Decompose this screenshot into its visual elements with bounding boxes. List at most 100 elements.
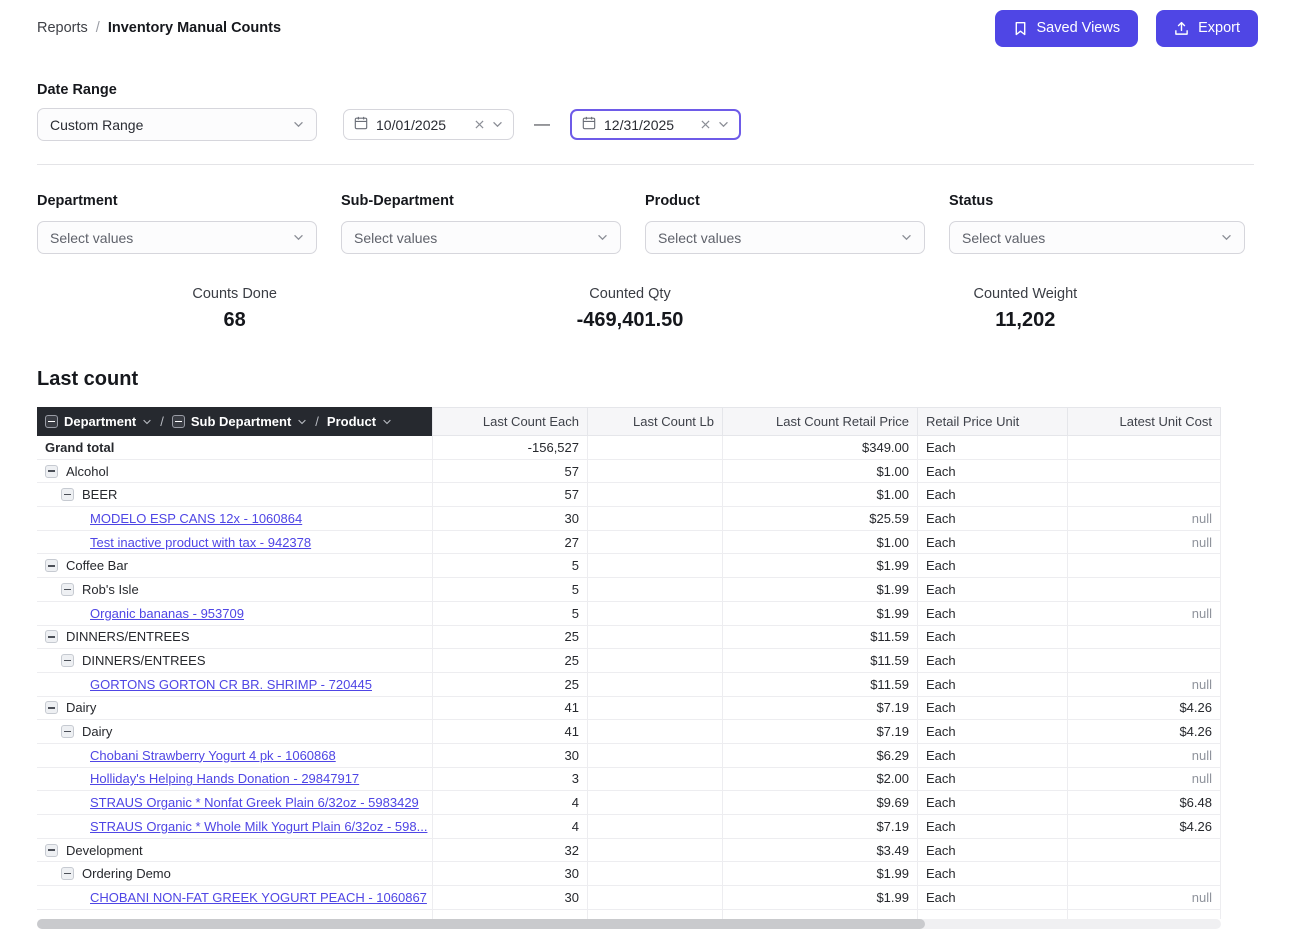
- calendar-icon: [354, 116, 368, 133]
- chevron-down-icon[interactable]: [382, 419, 392, 425]
- cell-cost: $4.26: [1067, 720, 1221, 744]
- table-body: Grand total -156,527 $349.00 Each Alcohol 57 $…: [37, 436, 1221, 910]
- chevron-down-icon: [1221, 234, 1232, 241]
- cell-retail: $11.59: [722, 649, 917, 673]
- cell-cost: null: [1067, 672, 1221, 697]
- cell-unit: Each: [917, 601, 1067, 626]
- product-link[interactable]: CHOBANI NON-FAT GREEK YOGURT PEACH - 106…: [90, 889, 427, 905]
- product-link[interactable]: STRAUS Organic * Whole Milk Yogurt Plain…: [90, 818, 428, 834]
- product-link[interactable]: Test inactive product with tax - 942378: [90, 534, 312, 550]
- cell-lb: [587, 672, 722, 697]
- cell-unit: Each: [917, 625, 1067, 650]
- collapse-row-icon[interactable]: [61, 725, 74, 739]
- status-select[interactable]: Select values: [949, 221, 1245, 254]
- group-cell: Dairy: [37, 697, 432, 721]
- table-row: Rob's Isle 5 $1.99 Each: [37, 578, 1221, 602]
- product-link[interactable]: MODELO ESP CANS 12x - 1060864: [90, 510, 303, 526]
- cell-lb: [587, 743, 722, 768]
- cell-retail: $3.49: [722, 838, 917, 863]
- cell-lb: [587, 436, 722, 460]
- table-row: Holliday's Helping Hands Donation - 2984…: [37, 767, 1221, 792]
- end-date-input[interactable]: 12/31/2025: [570, 109, 741, 140]
- department-header-label[interactable]: Department: [64, 414, 137, 429]
- product-link[interactable]: STRAUS Organic * Nonfat Greek Plain 6/32…: [90, 795, 419, 811]
- table-row: BEER 57 $1.00 Each: [37, 483, 1221, 508]
- table-row: Test inactive product with tax - 942378 2…: [37, 530, 1221, 555]
- cell-each: 25: [432, 625, 587, 650]
- product-link[interactable]: Chobani Strawberry Yogurt 4 pk - 1060868: [90, 747, 336, 763]
- cell-each: 25: [432, 672, 587, 697]
- chevron-down-icon[interactable]: [142, 419, 152, 425]
- group-cell: Alcohol: [37, 460, 432, 484]
- export-label: Export: [1198, 20, 1240, 36]
- product-link[interactable]: Holliday's Helping Hands Donation - 2984…: [90, 771, 360, 787]
- cell-each: 57: [432, 459, 587, 484]
- product-link[interactable]: Organic bananas - 953709: [90, 605, 244, 621]
- cell-retail: $1.99: [722, 862, 917, 887]
- cell-retail: $7.19: [722, 696, 917, 721]
- header-separator: /: [315, 414, 319, 429]
- collapse-row-icon[interactable]: [45, 559, 58, 573]
- collapse-row-icon[interactable]: [45, 843, 58, 857]
- table-header: Department / Sub Department / Product La…: [37, 407, 1221, 436]
- cell-unit: Each: [917, 791, 1067, 815]
- cell-cost: null: [1067, 886, 1221, 910]
- collapse-row-icon[interactable]: [61, 867, 74, 881]
- row-label: DINNERS/ENTREES: [82, 653, 206, 669]
- cell-unit: Each: [917, 672, 1067, 697]
- date-range-type-select[interactable]: Custom Range: [37, 108, 317, 141]
- sub-department-select[interactable]: Select values: [341, 221, 621, 254]
- chevron-down-icon[interactable]: [492, 121, 503, 128]
- collapse-row-icon[interactable]: [45, 701, 58, 715]
- chevron-down-icon[interactable]: [718, 121, 729, 128]
- cell-each: 5: [432, 554, 587, 579]
- saved-views-button[interactable]: Saved Views: [994, 9, 1139, 47]
- cell-each: 3: [432, 767, 587, 792]
- start-date-input[interactable]: 10/01/2025: [343, 109, 514, 140]
- cell-cost: [1067, 649, 1221, 673]
- cell-each: 27: [432, 530, 587, 555]
- column-header-last-count-lb[interactable]: Last Count Lb: [587, 407, 722, 436]
- product-header-label[interactable]: Product: [326, 414, 377, 429]
- cell-lb: [587, 815, 722, 839]
- column-header-last-count-each[interactable]: Last Count Each: [432, 407, 587, 436]
- table-row: Dairy 41 $7.19 Each $4.26: [37, 720, 1221, 744]
- product-cell: MODELO ESP CANS 12x - 1060864: [37, 507, 432, 531]
- clear-end-date-icon[interactable]: [701, 120, 710, 129]
- horizontal-scrollbar[interactable]: [37, 918, 1221, 929]
- product-link[interactable]: GORTONS GORTON CR BR. SHRIMP - 720445: [90, 676, 372, 692]
- sub-department-header-label[interactable]: Sub Department: [190, 414, 292, 429]
- column-header-retail-price-unit[interactable]: Retail Price Unit: [917, 407, 1067, 436]
- group-cell: DINNERS/ENTREES: [37, 649, 432, 673]
- group-column-header[interactable]: Department / Sub Department / Product: [37, 407, 432, 436]
- department-select[interactable]: Select values: [37, 221, 317, 254]
- cell-cost: [1067, 436, 1221, 460]
- collapse-sub-department-icon[interactable]: [171, 415, 185, 428]
- collapse-row-icon[interactable]: [45, 630, 58, 644]
- table-row: GORTONS GORTON CR BR. SHRIMP - 720445 25 $…: [37, 672, 1221, 697]
- table-row: Coffee Bar 5 $1.99 Each: [37, 554, 1221, 579]
- kpi-label: Counts Done: [192, 286, 277, 302]
- collapse-department-icon[interactable]: [45, 415, 58, 428]
- filters-panel: Date Range Custom Range 10/01/2025: [0, 82, 1291, 254]
- column-header-latest-unit-cost[interactable]: Latest Unit Cost: [1067, 407, 1221, 436]
- cell-each: 41: [432, 696, 587, 721]
- row-label: DINNERS/ENTREES: [66, 629, 190, 645]
- scrollbar-thumb[interactable]: [37, 918, 925, 929]
- collapse-row-icon[interactable]: [61, 654, 74, 668]
- cell-unit: Each: [917, 886, 1067, 910]
- table-row: Grand total -156,527 $349.00 Each: [37, 436, 1221, 460]
- cell-unit: Each: [917, 554, 1067, 579]
- product-select[interactable]: Select values: [645, 221, 925, 254]
- table-row-partial: [37, 909, 1221, 919]
- column-header-last-count-retail-price[interactable]: Last Count Retail Price: [722, 407, 917, 436]
- export-button[interactable]: Export: [1156, 9, 1258, 47]
- breadcrumb-reports-link[interactable]: Reports: [37, 20, 88, 36]
- chevron-down-icon[interactable]: [297, 419, 307, 425]
- collapse-row-icon[interactable]: [45, 464, 58, 478]
- collapse-row-icon[interactable]: [61, 582, 74, 596]
- collapse-row-icon[interactable]: [61, 488, 74, 502]
- cell-retail: $1.99: [722, 554, 917, 579]
- cell-each: -156,527: [432, 436, 587, 460]
- clear-start-date-icon[interactable]: [475, 120, 484, 129]
